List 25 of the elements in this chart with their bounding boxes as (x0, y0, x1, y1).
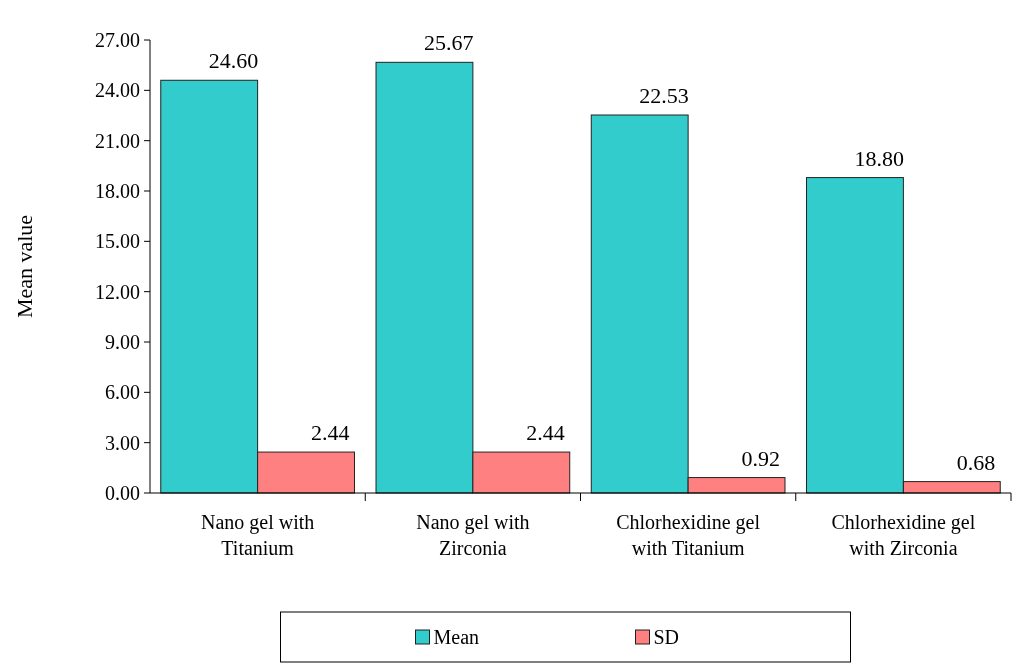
y-tick-label: 27.00 (95, 29, 140, 51)
y-tick-label: 3.00 (105, 431, 140, 454)
data-label: 25.67 (423, 30, 474, 56)
legend-label: SD (653, 626, 680, 648)
x-tick-label: Nano gel with Zirconia (416, 511, 530, 559)
y-tick-label: 12.00 (95, 280, 140, 303)
x-tick-label: Nano gel with Titanium (200, 511, 315, 559)
x-tick-label: Chlorhexidine gel with Titanium (616, 511, 761, 559)
data-label: 22.53 (639, 83, 689, 108)
data-label: 18.80 (854, 145, 904, 171)
x-tick-label: Chlorhexidine gel with Zirconia (831, 511, 976, 559)
y-tick-label: 24.00 (95, 79, 140, 102)
data-label: 0.68 (956, 449, 996, 475)
data-label: 0.92 (741, 445, 781, 471)
data-label: 2.44 (311, 420, 350, 446)
y-tick-label: 0.00 (105, 482, 140, 504)
y-tick-label: 15.00 (95, 230, 140, 253)
data-label: 2.44 (526, 420, 565, 446)
y-axis-title: Mean value (12, 214, 37, 319)
y-tick-label: 6.00 (105, 381, 140, 404)
legend-label: Mean (433, 626, 480, 648)
y-tick-label: 9.00 (105, 331, 140, 353)
y-tick-label: 18.00 (95, 180, 140, 202)
data-label: 24.60 (208, 48, 259, 74)
y-tick-label: 21.00 (95, 129, 140, 152)
